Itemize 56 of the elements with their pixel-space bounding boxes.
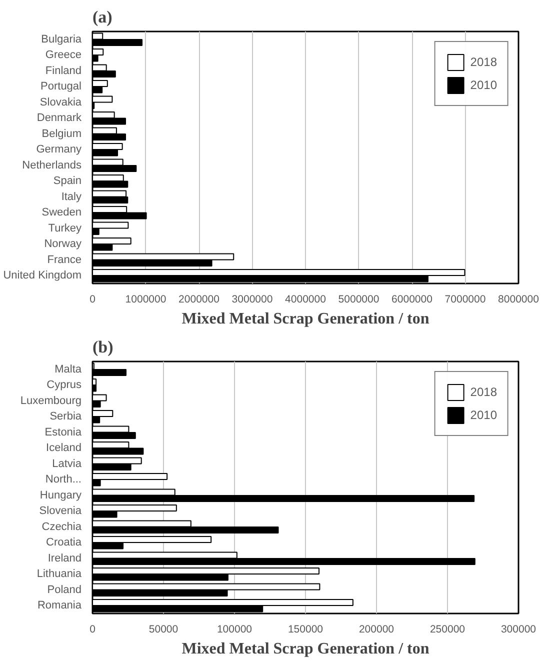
y-tick-label: Finland (45, 64, 82, 77)
y-tick-label: Serbia (50, 410, 82, 423)
y-tick-label: Netherlands (22, 159, 82, 172)
x-tick-label: 250000 (430, 624, 466, 636)
x-tick-label: 300000 (500, 624, 536, 636)
y-tick-label: Czechia (42, 520, 82, 533)
legend-label: 2010 (470, 78, 497, 92)
y-tick-label: Estonia (44, 426, 82, 438)
y-tick-label: Romania (37, 600, 82, 612)
x-tick-label: 2000000 (178, 294, 220, 306)
y-tick-label: Lithuania (36, 568, 82, 580)
y-tick-label: Greece (45, 49, 82, 62)
y-tick-label: Slovakia (40, 96, 82, 108)
x-tick-label: 4000000 (285, 294, 326, 306)
x-axis-title: Mixed Metal Scrap Generation / ton (182, 640, 430, 658)
y-tick-label: Italy (61, 190, 82, 203)
x-tick-label: 1000000 (125, 294, 166, 306)
x-tick-label: 8000000 (498, 294, 540, 306)
x-tick-label: 100000 (216, 624, 252, 636)
y-tick-label: Croatia (46, 536, 82, 549)
x-tick-label: 3000000 (232, 294, 273, 306)
x-tick-label: 6000000 (392, 294, 433, 306)
x-tick-label: 150000 (288, 624, 324, 636)
y-tick-label: Belgium (42, 128, 82, 140)
legend-label: 2018 (470, 55, 497, 69)
y-tick-label: Bulgaria (41, 33, 82, 46)
y-tick-label: United Kingdom (3, 270, 82, 282)
y-tick-label: Norway (44, 238, 82, 250)
y-tick-label: Germany (36, 144, 82, 156)
legend-label: 2010 (470, 408, 497, 422)
y-tick-label: Turkey (48, 222, 82, 234)
y-tick-label: North... (45, 474, 82, 486)
x-tick-label: 0 (90, 294, 96, 306)
y-tick-label: Latvia (52, 458, 82, 470)
y-tick-label: Cyprus (46, 379, 82, 392)
y-tick-label: Hungary (40, 489, 82, 502)
y-tick-label: Poland (47, 584, 82, 596)
chart-title: (a) (92, 8, 112, 26)
x-tick-label: 200000 (358, 624, 394, 636)
x-tick-label: 50000 (148, 624, 178, 636)
y-tick-label: Malta (54, 363, 82, 376)
y-tick-label: Portugal (40, 80, 82, 93)
x-tick-label: 7000000 (444, 294, 486, 306)
y-tick-label: Luxembourg (20, 394, 82, 407)
x-axis-title: Mixed Metal Scrap Generation / ton (182, 310, 430, 328)
chart-title: (b) (92, 338, 114, 356)
y-tick-label: Ireland (48, 552, 82, 564)
x-tick-label: 5000000 (338, 294, 380, 306)
y-tick-label: Denmark (36, 112, 82, 124)
y-tick-label: Slovenia (39, 505, 82, 518)
x-tick-label: 0 (90, 624, 96, 636)
y-tick-label: Sweden (42, 206, 82, 219)
y-tick-label: France (47, 254, 82, 266)
y-tick-label: Iceland (46, 442, 82, 454)
legend-label: 2018 (470, 385, 497, 399)
y-tick-label: Spain (53, 175, 82, 188)
